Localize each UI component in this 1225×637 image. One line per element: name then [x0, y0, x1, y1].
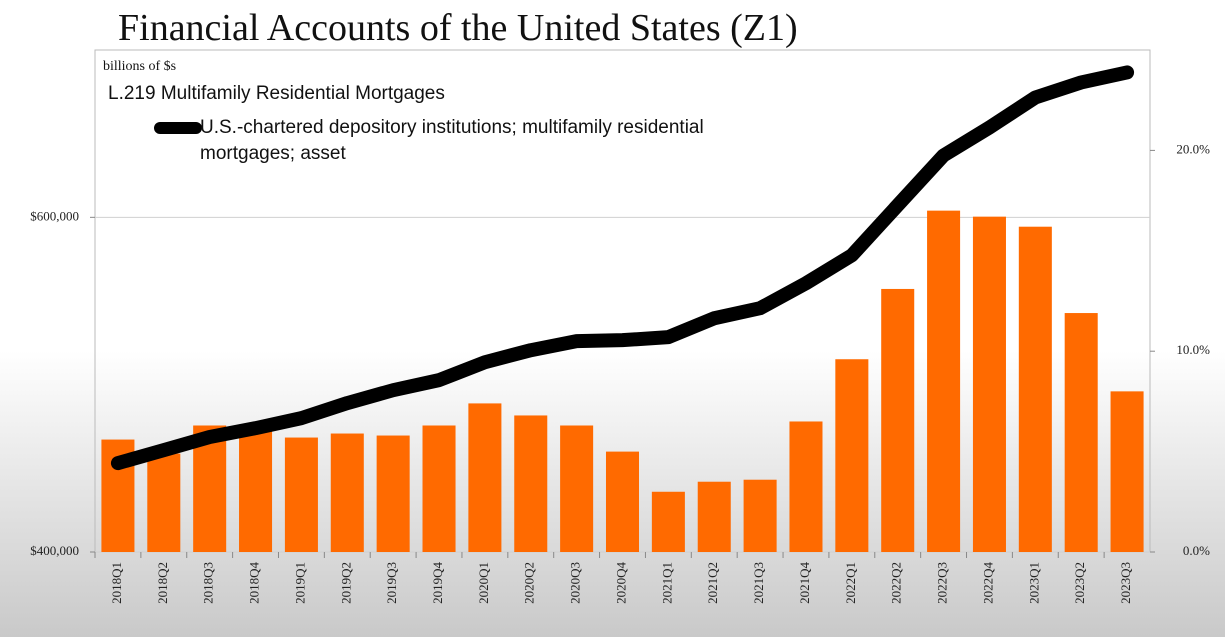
bar [514, 415, 548, 552]
x-tick-label: 2018Q3 [201, 562, 216, 604]
bar [284, 437, 318, 552]
y-tick-label: $400,000 [30, 543, 79, 558]
x-tick-label: 2022Q2 [889, 562, 904, 604]
bar [147, 453, 181, 552]
y2-tick-label: 0.0% [1183, 543, 1210, 558]
bar [468, 403, 502, 552]
x-tick-label: 2023Q1 [1026, 562, 1041, 604]
bar [835, 359, 869, 552]
y-tick-label: $600,000 [30, 208, 79, 223]
x-tick-label: 2020Q4 [613, 562, 628, 604]
x-tick-label: 2019Q2 [338, 562, 353, 604]
x-tick-label: 2023Q3 [1118, 562, 1133, 604]
bar [789, 421, 823, 552]
subtitle: L.219 Multifamily Residential Mortgages [108, 83, 445, 104]
bar [743, 479, 777, 552]
x-tick-label: 2021Q4 [797, 562, 812, 604]
x-tick-label: 2019Q4 [430, 562, 445, 604]
units-label: billions of $s [103, 59, 176, 74]
bar [651, 491, 685, 552]
y2-tick-label: 10.0% [1176, 342, 1210, 357]
x-tick-label: 2021Q1 [659, 562, 674, 604]
bar [605, 451, 640, 552]
bar [422, 425, 456, 552]
x-tick-label: 2023Q2 [1072, 562, 1087, 604]
x-tick-label: 2021Q2 [705, 562, 720, 604]
chart-title: Financial Accounts of the United States … [118, 7, 798, 49]
x-tick-label: 2018Q4 [247, 562, 262, 604]
legend-label: U.S.-chartered depository institutions; … [200, 117, 704, 164]
bar [697, 481, 731, 552]
bar [239, 431, 273, 552]
x-tick-label: 2019Q3 [384, 562, 399, 604]
x-tick-label: 2020Q1 [476, 562, 491, 604]
x-tick-label: 2022Q1 [843, 562, 858, 604]
y2-tick-label: 20.0% [1176, 141, 1210, 156]
x-tick-label: 2019Q1 [292, 562, 307, 604]
x-tick-label: 2022Q4 [980, 562, 995, 604]
x-tick-label: 2021Q3 [751, 562, 766, 604]
bar [376, 435, 410, 552]
x-tick-label: 2018Q2 [155, 562, 170, 604]
x-tick-label: 2018Q1 [109, 562, 124, 604]
bar [1064, 313, 1098, 552]
x-tick-label: 2022Q3 [935, 562, 950, 604]
bar [330, 433, 364, 552]
bar [560, 425, 594, 552]
line [110, 65, 1135, 471]
bar [1110, 391, 1144, 552]
bar [1018, 226, 1052, 553]
x-tick-label: 2020Q2 [522, 562, 537, 604]
x-tick-label: 2020Q3 [568, 562, 583, 604]
bar [881, 288, 915, 552]
bar [972, 216, 1006, 552]
bar [927, 210, 961, 552]
